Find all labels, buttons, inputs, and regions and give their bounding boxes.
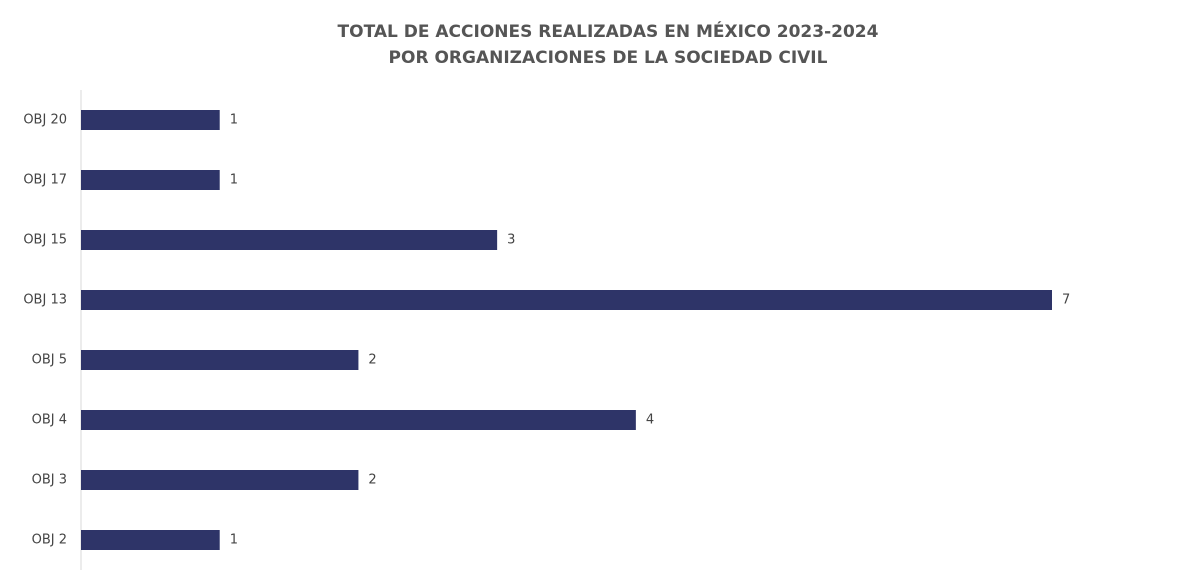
bar [81, 350, 359, 370]
y-tick-label: OBJ 13 [23, 293, 67, 308]
y-tick-label: OBJ 17 [23, 173, 67, 188]
data-label: 1 [230, 533, 238, 548]
bar [81, 410, 636, 430]
data-label: 7 [1062, 293, 1070, 308]
data-label: 2 [368, 473, 376, 488]
bar [81, 170, 220, 190]
data-label: 2 [368, 353, 376, 368]
y-tick-label: OBJ 4 [32, 413, 67, 428]
data-label: 1 [230, 113, 238, 128]
data-label: 4 [646, 413, 654, 428]
y-tick-label: OBJ 2 [32, 533, 67, 548]
chart-title: POR ORGANIZACIONES DE LA SOCIEDAD CIVIL [389, 48, 828, 68]
bar [81, 470, 359, 490]
bar [81, 110, 220, 130]
y-tick-label: OBJ 5 [32, 353, 67, 368]
y-tick-label: OBJ 15 [23, 233, 67, 248]
bar [81, 290, 1052, 310]
data-label: 3 [507, 233, 515, 248]
y-tick-label: OBJ 20 [23, 113, 67, 128]
y-tick-label: OBJ 3 [32, 473, 67, 488]
chart-title: TOTAL DE ACCIONES REALIZADAS EN MÉXICO 2… [338, 20, 879, 42]
bar [81, 530, 220, 550]
data-label: 1 [230, 173, 238, 188]
bar [81, 230, 498, 250]
